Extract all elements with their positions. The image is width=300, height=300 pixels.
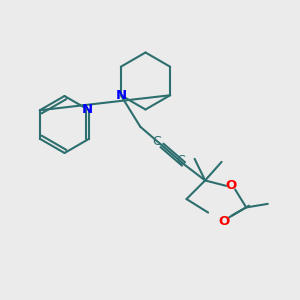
- Text: C: C: [176, 154, 185, 167]
- Text: N: N: [115, 89, 126, 102]
- Text: O: O: [225, 179, 236, 192]
- Text: O: O: [218, 215, 230, 228]
- Text: N: N: [82, 103, 93, 116]
- Text: C: C: [152, 135, 161, 148]
